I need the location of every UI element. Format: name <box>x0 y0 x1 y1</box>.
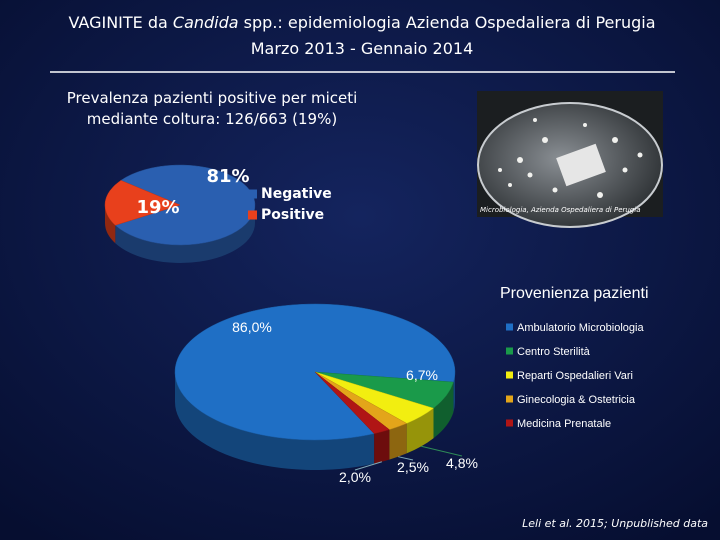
legend-marker <box>506 395 513 403</box>
data-label: 81% <box>206 166 249 187</box>
pie-slice-side <box>175 372 375 471</box>
data-label: 4,8% <box>446 455 478 471</box>
legend-label: Ginecologia & Ostetricia <box>517 394 636 406</box>
pie-slice <box>314 371 390 434</box>
photo: Microbiologia, Azienda Ospedaliera di Pe… <box>477 91 663 228</box>
chart-title: mediante coltura: 126/663 (19%) <box>87 110 337 128</box>
slide-subtitle: Marzo 2013 - Gennaio 2014 <box>251 39 474 58</box>
data-label: 19% <box>136 197 179 218</box>
legend-marker <box>506 347 513 355</box>
pie-slice-side <box>406 408 434 454</box>
legend-marker <box>248 210 257 220</box>
photo-caption: Microbiologia, Azienda Ospedaliera di Pe… <box>480 206 641 214</box>
chart-title: Prevalenza pazienti positive per miceti <box>67 89 358 107</box>
slide-title: VAGINITE da Candida spp.: epidemiologia … <box>68 13 655 32</box>
legend-label: Ambulatorio Microbiologia <box>517 322 644 334</box>
leader-line <box>398 456 414 461</box>
data-label: 6,7% <box>406 367 438 383</box>
colonies <box>498 118 643 198</box>
data-label: 86,0% <box>232 319 272 335</box>
pie-slice <box>174 303 456 441</box>
pie-slice-side <box>374 429 390 464</box>
pie-slice-side <box>115 205 255 263</box>
pie-slice-side <box>433 382 454 439</box>
pie-slice-side <box>105 205 116 244</box>
data-label: 2,5% <box>397 459 429 475</box>
legend-label: Centro Sterilità <box>517 346 591 358</box>
title-part: spp.: epidemiologia Azienda Ospedaliera … <box>239 13 656 32</box>
title-part: VAGINITE da <box>68 13 172 32</box>
citation: Leli et al. 2015; Unpublished data <box>522 517 708 530</box>
legend-label: Positive <box>261 207 324 223</box>
legend-label: Medicina Prenatale <box>517 418 611 430</box>
leader-line <box>421 445 463 457</box>
pie-slice <box>104 180 181 226</box>
data-label: 2,0% <box>339 469 371 485</box>
legend-label: Reparti Ospedalieri Vari <box>517 370 633 382</box>
pie-slice-side <box>453 372 455 413</box>
legend-marker <box>248 189 257 199</box>
title-part: Candida <box>173 13 239 32</box>
chart-title: Provenienza pazienti <box>500 285 649 302</box>
pie-slice-side <box>389 423 407 460</box>
leader-line <box>354 461 383 471</box>
legend-label: Negative <box>261 186 332 202</box>
legend-marker <box>506 371 513 379</box>
legend-marker <box>506 323 513 331</box>
dish-label <box>556 143 606 187</box>
legend-marker <box>506 419 513 427</box>
pie-slice <box>114 164 256 246</box>
